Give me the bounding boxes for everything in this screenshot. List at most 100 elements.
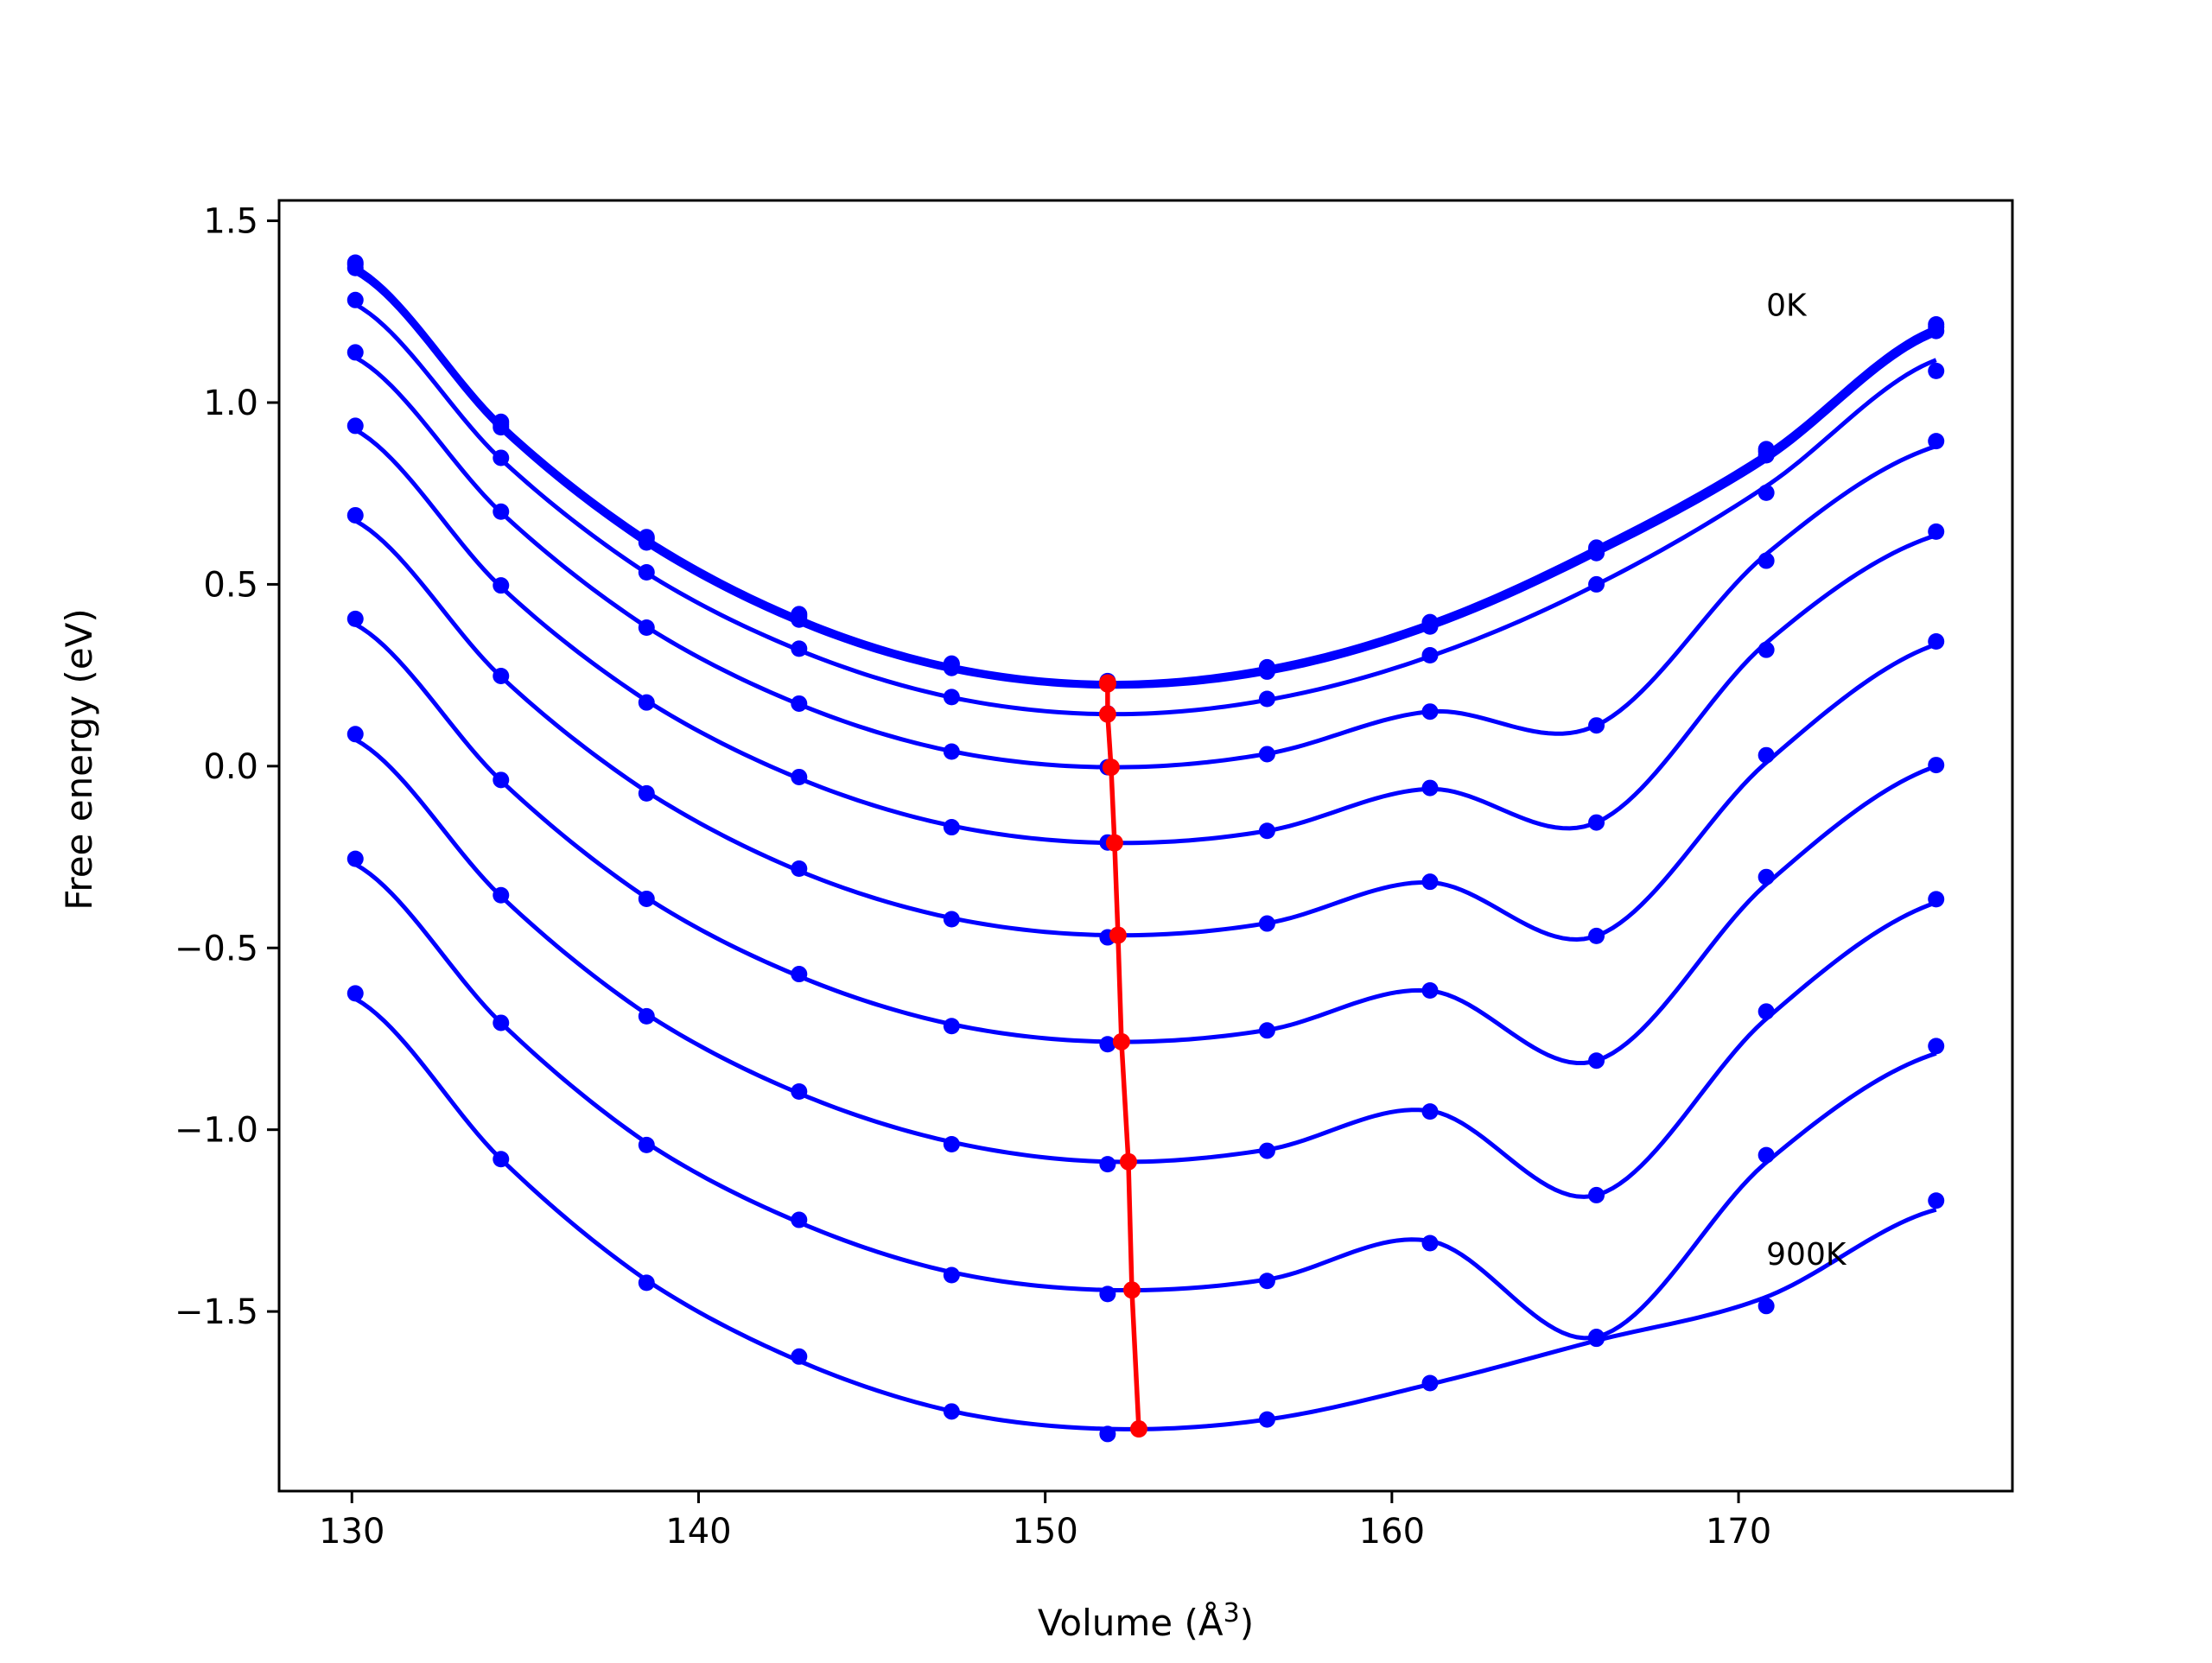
series-point (1099, 1036, 1116, 1053)
series-point (791, 768, 808, 785)
series-7 (346, 610, 1945, 1070)
x-axis-ticks: 130 140 150 160 170 (319, 1491, 1771, 1552)
series-line (353, 622, 1937, 1065)
series-point (346, 291, 364, 308)
x-tick-label: 150 (1012, 1512, 1077, 1552)
series-point (943, 1136, 960, 1153)
series-layer (346, 254, 1945, 1443)
series-point (943, 1018, 960, 1035)
series-point (1421, 779, 1439, 797)
series-point (943, 1403, 960, 1420)
series-point (1421, 646, 1439, 663)
series-point (1928, 433, 1945, 450)
series-point (638, 1274, 655, 1292)
series-point (1758, 484, 1775, 501)
series-point (1758, 447, 1775, 464)
y-axis-label: Free energy (eV) (58, 608, 100, 911)
series-point (1758, 868, 1775, 885)
eos-min-point (1119, 1152, 1137, 1171)
series-point (638, 1136, 655, 1153)
eos-minimum-layer (1098, 674, 1147, 1438)
y-tick-label: 1.0 (203, 384, 258, 423)
series-point (493, 771, 510, 789)
series-point (1588, 1330, 1605, 1348)
annotation-label: 0K (1766, 288, 1808, 323)
x-tick-label: 140 (665, 1512, 731, 1552)
series-point (1258, 822, 1275, 840)
eos-min-point (1102, 759, 1120, 777)
y-tick-label: 1.5 (203, 202, 258, 242)
series-point (1928, 362, 1945, 379)
series-point (791, 1211, 808, 1228)
eos-min-point (1109, 926, 1127, 944)
series-point (1258, 690, 1275, 708)
series-point (638, 784, 655, 802)
series-line (353, 270, 1937, 689)
series-point (791, 695, 808, 712)
series-point (638, 564, 655, 581)
series-point (493, 667, 510, 684)
series-point (638, 694, 655, 711)
y-axis-ticks: 1.5 1.0 0.5 0.0 −0.5 −1.0 −1.5 (175, 202, 279, 1332)
series-point (1928, 322, 1945, 340)
series-point (493, 1151, 510, 1168)
series-point (943, 659, 960, 676)
eos-min-point (1122, 1281, 1141, 1299)
series-point (1421, 1235, 1439, 1252)
x-axis-label: Volume (Å3) (1038, 1598, 1254, 1644)
series-point (1588, 927, 1605, 944)
axes-frame (277, 199, 2014, 1493)
series-point (638, 619, 655, 636)
series-point (346, 985, 364, 1002)
series-point (1421, 981, 1439, 999)
y-tick-label: 0.0 (203, 747, 258, 787)
x-tick-label: 130 (319, 1512, 385, 1552)
series-point (1588, 1052, 1605, 1070)
series-point (1258, 1022, 1275, 1039)
series-point (791, 640, 808, 657)
series-point (1758, 641, 1775, 658)
series-line (353, 428, 1937, 846)
series-line (353, 737, 1937, 1199)
series-point (1758, 1146, 1775, 1164)
series-point (1928, 1038, 1945, 1055)
series-point (638, 1007, 655, 1025)
series-point (791, 1082, 808, 1100)
series-point (1758, 552, 1775, 569)
series-point (493, 419, 510, 436)
series-5 (346, 417, 1945, 851)
series-line (353, 302, 1937, 717)
series-line (353, 518, 1937, 942)
series-point (943, 819, 960, 836)
series-point (1588, 1186, 1605, 1203)
series-point (1588, 575, 1605, 593)
series-point (1758, 1003, 1775, 1020)
eos-min-point (1129, 1420, 1147, 1438)
series-point (1258, 1142, 1275, 1159)
series-point (493, 577, 510, 594)
series-point (638, 890, 655, 907)
series-point (346, 417, 364, 435)
series-point (1258, 1273, 1275, 1290)
series-line (353, 862, 1937, 1341)
eos-min-point (1112, 1032, 1130, 1050)
series-point (1099, 1425, 1116, 1443)
x-tick-label: 170 (1706, 1512, 1771, 1552)
series-point (1588, 544, 1605, 562)
y-tick-label: −1.0 (175, 1111, 258, 1151)
series-point (346, 506, 364, 524)
series-point (493, 449, 510, 467)
series-point (1588, 717, 1605, 734)
series-point (943, 743, 960, 760)
eos-min-point (1098, 705, 1116, 723)
series-point (1421, 703, 1439, 720)
series-point (1421, 1374, 1439, 1392)
series-point (1758, 746, 1775, 764)
series-point (1758, 1298, 1775, 1315)
series-point (791, 860, 808, 878)
series-line (353, 266, 1937, 687)
series-point (1928, 523, 1945, 540)
